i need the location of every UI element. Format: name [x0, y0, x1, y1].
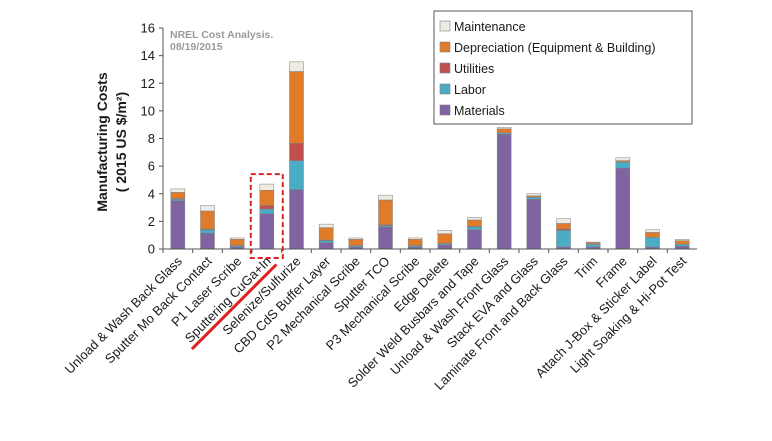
bar-segment-materials-9 [437, 244, 453, 250]
bar-segment-labor-14 [585, 243, 601, 248]
bar-segment-depreciation-equipment-building--7 [378, 199, 393, 226]
legend-swatch-labor [439, 83, 451, 95]
y-tick-label: 16 [141, 21, 155, 36]
y-tick-labels: 0 2 4 6 8 10 12 14 16 [141, 21, 163, 257]
bar-segment-materials-10 [467, 229, 482, 250]
y-tick-label: 12 [141, 76, 155, 91]
bar-segment-maintenance-10 [467, 216, 482, 221]
bar-segment-labor-13 [556, 230, 571, 248]
bar-segment-materials-15 [615, 167, 631, 250]
bar-segment-labor-12 [526, 196, 542, 200]
bar-segment-maintenance-5 [318, 223, 334, 228]
bar-segment-maintenance-8 [407, 237, 423, 240]
y-tick-label: 0 [148, 242, 155, 257]
y-tick-label: 10 [141, 103, 155, 118]
y-tick-label: 4 [148, 186, 155, 201]
bar-segment-labor-4 [289, 160, 304, 190]
y-tick-label: 14 [141, 48, 155, 63]
legend-swatch-maintenance [439, 20, 451, 32]
bar-segment-maintenance-17 [674, 239, 690, 241]
bar-segment-labor-1 [200, 229, 215, 234]
bar-segment-labor-15 [615, 161, 631, 169]
legend-swatch-utilities [439, 62, 451, 74]
highlight-underline [190, 263, 278, 351]
bar-segment-maintenance-14 [585, 241, 601, 244]
legend: Maintenance Depreciation (Equipment & Bui… [433, 10, 693, 125]
bar-segment-maintenance-1 [200, 205, 215, 212]
bar-series-group [170, 61, 690, 250]
bar-segment-maintenance-9 [437, 230, 453, 235]
bar-segment-depreciation-equipment-building--11 [496, 128, 512, 134]
bar-segment-depreciation-equipment-building--5 [318, 227, 334, 241]
bar-segment-maintenance-6 [348, 237, 364, 240]
bar-segment-materials-12 [526, 199, 542, 250]
bar-segment-materials-11 [496, 134, 512, 250]
legend-swatch-materials [439, 104, 451, 116]
bar-segment-depreciation-equipment-building--8 [407, 239, 423, 246]
bar-segment-maintenance-4 [289, 61, 304, 72]
annotation-line2: 08/19/2015 [170, 41, 223, 53]
bar-segment-materials-5 [318, 242, 334, 250]
bar-segment-utilities-4 [289, 143, 304, 161]
bar-segment-labor-3 [259, 208, 275, 215]
y-axis-label-line1: Manufacturing Costs [94, 72, 110, 211]
bar-segment-utilities-3 [259, 205, 275, 210]
bar-segment-maintenance-0 [170, 188, 186, 193]
legend-swatch-depreciation-equipment-building- [439, 41, 451, 53]
bar-segment-maintenance-12 [526, 193, 542, 197]
highlight-box [249, 173, 284, 260]
bar-segment-depreciation-equipment-building--2 [229, 239, 245, 246]
y-tick-label: 8 [148, 131, 155, 146]
bar-segment-depreciation-equipment-building--4 [289, 71, 304, 144]
legend-label: Materials [454, 104, 505, 118]
bar-segment-depreciation-equipment-building--17 [674, 240, 690, 245]
bar-segment-materials-7 [378, 226, 393, 250]
bar-segment-depreciation-equipment-building--1 [200, 210, 215, 230]
x-tick-label: Unload & Wash Back Glass [62, 253, 186, 377]
y-tick-label: 2 [148, 214, 155, 229]
bar-segment-materials-4 [289, 189, 304, 250]
legend-frame [433, 10, 693, 125]
bar-segment-labor-17 [674, 243, 690, 247]
legend-label: Depreciation (Equipment & Building) [454, 41, 656, 55]
y-axis-label-line2: ( 2015 US $/m²) [113, 92, 129, 192]
bar-segment-materials-0 [170, 200, 186, 250]
bar-segment-labor-10 [467, 226, 482, 230]
bar-segment-depreciation-equipment-building--3 [259, 190, 275, 206]
bar-segment-maintenance-13 [556, 218, 571, 224]
bar-segment-labor-5 [318, 240, 334, 244]
legend-label: Utilities [454, 62, 494, 76]
bar-segment-maintenance-3 [259, 183, 275, 191]
bar-segment-maintenance-2 [229, 237, 245, 240]
bar-segment-depreciation-equipment-building--9 [437, 233, 453, 244]
legend-label: Maintenance [454, 20, 526, 34]
bar-segment-maintenance-11 [496, 127, 512, 130]
bar-segment-maintenance-16 [645, 229, 660, 233]
bar-segment-depreciation-equipment-building--6 [348, 239, 364, 246]
bar-segment-depreciation-equipment-building--13 [556, 223, 571, 230]
bar-segment-materials-3 [259, 213, 275, 250]
annotation-line1: NREL Cost Analysis. [170, 29, 273, 41]
bar-segment-labor-16 [645, 237, 660, 248]
bar-segment-materials-1 [200, 232, 215, 250]
bar-segment-depreciation-equipment-building--16 [645, 232, 660, 238]
y-tick-label: 6 [148, 159, 155, 174]
bar-segment-depreciation-equipment-building--10 [467, 219, 482, 227]
bar-segment-maintenance-15 [615, 157, 631, 161]
bar-segment-depreciation-equipment-building--0 [170, 192, 186, 199]
bar-segment-maintenance-7 [378, 194, 393, 201]
legend-label: Labor [454, 83, 486, 97]
